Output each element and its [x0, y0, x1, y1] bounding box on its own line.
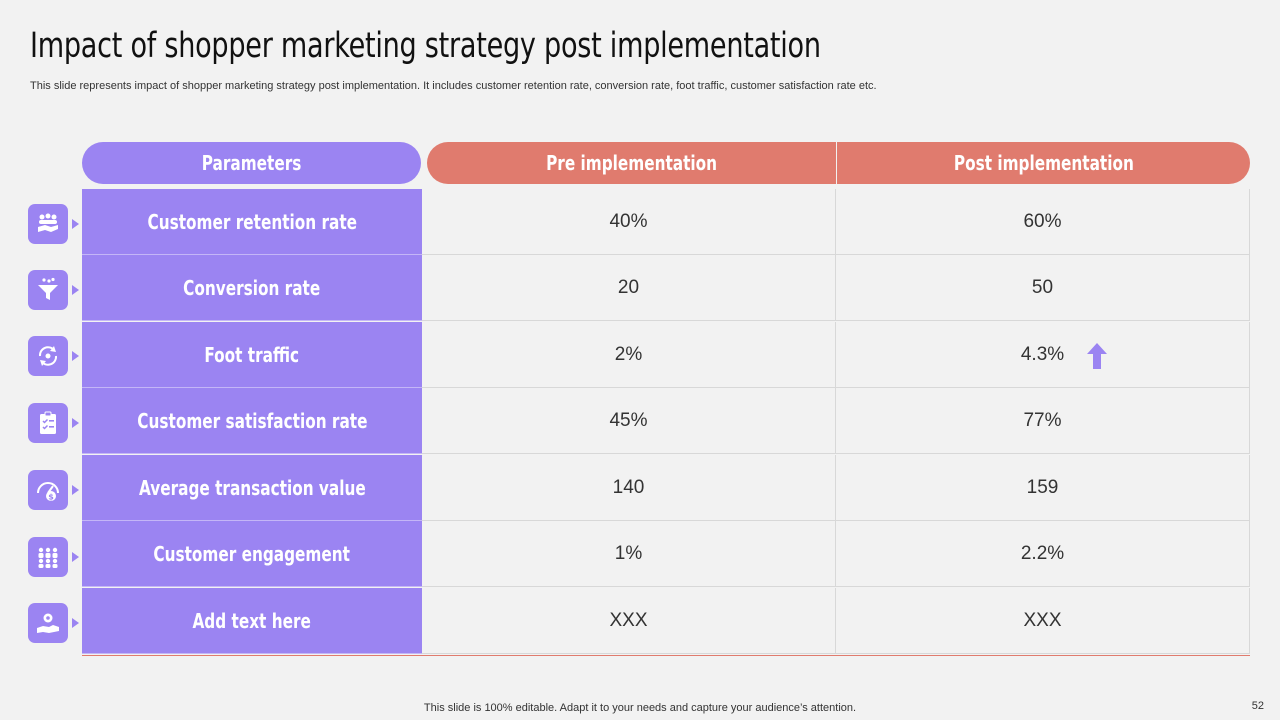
pre-value-cell: 1%: [422, 521, 836, 587]
parameter-cell: Customer retention rate: [82, 189, 422, 255]
header-pre-implementation: Pre implementation: [427, 142, 836, 184]
svg-text:$: $: [48, 493, 54, 502]
parameter-label: Conversion rate: [183, 275, 321, 300]
up-arrow-icon: [1087, 343, 1107, 369]
parameter-cell: Add text here: [82, 588, 422, 654]
parameter-label: Customer satisfaction rate: [136, 408, 368, 433]
table-row: Foot traffic 2% 4.3%: [82, 322, 1250, 388]
parameter-label: Add text here: [192, 608, 312, 633]
post-value-text: 4.3%: [1020, 343, 1065, 365]
table-row: Add text here XXX XXX: [82, 588, 1250, 654]
funnel-icon: [28, 270, 68, 310]
row-pointer: [72, 285, 79, 295]
post-value-cell: XXX: [836, 588, 1250, 654]
pre-value-cell: XXX: [422, 588, 836, 654]
row-pointer: [72, 552, 79, 562]
table-row: Average transaction value 140 159: [82, 455, 1250, 521]
row-pointer: [72, 618, 79, 628]
pre-value-cell: 2%: [422, 322, 836, 388]
pre-value-cell: 40%: [422, 189, 836, 255]
post-value-cell: 2.2%: [836, 521, 1250, 587]
parameter-label: Foot traffic: [204, 342, 300, 367]
pre-value-cell: 45%: [422, 388, 836, 454]
traffic-cycle-icon: [28, 336, 68, 376]
hand-gear-icon: [28, 603, 68, 643]
parameter-cell: Conversion rate: [82, 255, 422, 321]
post-value-cell: 50: [836, 255, 1250, 321]
pre-value-cell: 20: [422, 255, 836, 321]
post-value-cell: 77%: [836, 388, 1250, 454]
post-value-cell: 4.3%: [836, 322, 1250, 388]
table-row: Customer satisfaction rate 45% 77%: [82, 388, 1250, 454]
row-pointer: [72, 418, 79, 428]
post-value-cell: 60%: [836, 189, 1250, 255]
parameter-cell: Customer engagement: [82, 521, 422, 587]
table-row: Customer retention rate 40% 60%: [82, 189, 1250, 255]
footer-note: This slide is 100% editable. Adapt it to…: [423, 702, 857, 714]
table-row: Customer engagement 1% 2.2%: [82, 521, 1250, 587]
page-number: 52: [1251, 700, 1264, 712]
row-pointer: [72, 351, 79, 361]
table-row: Conversion rate 20 50: [82, 255, 1250, 321]
dollar-gauge-icon: $: [28, 470, 68, 510]
parameter-label: Customer engagement: [153, 541, 351, 566]
handshake-people-icon: [28, 204, 68, 244]
header-parameters: Parameters: [82, 142, 421, 184]
header-parameters-label: Parameters: [201, 151, 302, 175]
comparison-table: Customer retention rate 40% 60% Conversi…: [82, 189, 1250, 656]
parameter-cell: Customer satisfaction rate: [82, 388, 422, 454]
page-subtitle: This slide represents impact of shopper …: [30, 80, 877, 92]
parameter-cell: Foot traffic: [82, 322, 422, 388]
clipboard-checklist-icon: [28, 403, 68, 443]
row-pointer: [72, 485, 79, 495]
page-title: Impact of shopper marketing strategy pos…: [30, 26, 821, 66]
parameter-cell: Average transaction value: [82, 455, 422, 521]
parameter-label: Average transaction value: [138, 475, 366, 500]
row-pointer: [72, 219, 79, 229]
header-pre-label: Pre implementation: [546, 151, 717, 175]
header-post-label: Post implementation: [953, 151, 1134, 175]
pre-value-cell: 140: [422, 455, 836, 521]
post-value-cell: 159: [836, 455, 1250, 521]
header-post-implementation: Post implementation: [837, 142, 1250, 184]
parameter-label: Customer retention rate: [147, 209, 357, 234]
group-people-icon: [28, 537, 68, 577]
